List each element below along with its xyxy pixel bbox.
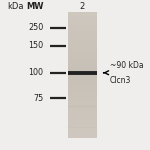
Bar [68,60,97,62]
Bar [68,88,97,90]
Text: ~90 kDa: ~90 kDa [110,61,143,70]
Bar [68,71,97,73]
Bar [68,119,97,121]
Bar [68,56,97,58]
Bar [68,12,97,138]
Bar [68,75,97,77]
Bar [68,35,97,37]
Bar [68,134,97,136]
Bar [68,46,97,48]
Bar [68,83,97,85]
Bar [68,25,97,27]
Text: 100: 100 [28,68,43,77]
Bar [68,50,97,52]
Bar [68,31,97,33]
Bar [68,62,97,64]
Bar [68,77,97,79]
Bar [68,92,97,94]
Bar [68,111,97,113]
Bar [68,121,97,123]
Bar [68,130,97,132]
Bar [68,39,97,41]
Text: 150: 150 [28,41,43,50]
Bar [68,14,97,16]
Bar [68,29,97,31]
Text: kDa: kDa [7,2,24,11]
Bar [68,12,97,14]
Bar [68,132,97,134]
Bar [68,27,97,29]
Bar [68,125,97,128]
Bar [68,100,97,102]
Bar [68,41,97,44]
Text: Clcn3: Clcn3 [110,76,131,85]
Bar [68,102,97,104]
Text: 250: 250 [28,23,43,32]
Bar [68,90,97,92]
Bar [68,128,97,130]
Bar [68,64,97,67]
Bar [68,104,97,106]
Bar [68,117,97,119]
Bar [68,16,97,18]
Bar [68,115,97,117]
Bar [68,113,97,115]
Bar [68,106,97,109]
Bar [68,73,97,75]
Text: 2: 2 [80,2,85,11]
Bar [68,79,97,81]
Bar [68,67,97,69]
Bar [68,37,97,39]
Bar [68,81,97,83]
Bar [68,109,97,111]
Bar [68,33,97,35]
Text: 75: 75 [33,94,43,103]
Bar [68,58,97,60]
Bar [68,96,97,98]
Bar [68,44,97,46]
Bar [68,94,97,96]
Text: MW: MW [26,2,44,11]
Bar [68,18,97,20]
Bar [68,22,97,25]
Bar [68,20,97,22]
Bar [68,85,97,88]
Bar [68,69,97,71]
Bar [68,123,97,125]
Bar [68,136,97,138]
Bar [68,52,97,54]
Bar [68,98,97,100]
Bar [68,54,97,56]
Bar [68,48,97,50]
